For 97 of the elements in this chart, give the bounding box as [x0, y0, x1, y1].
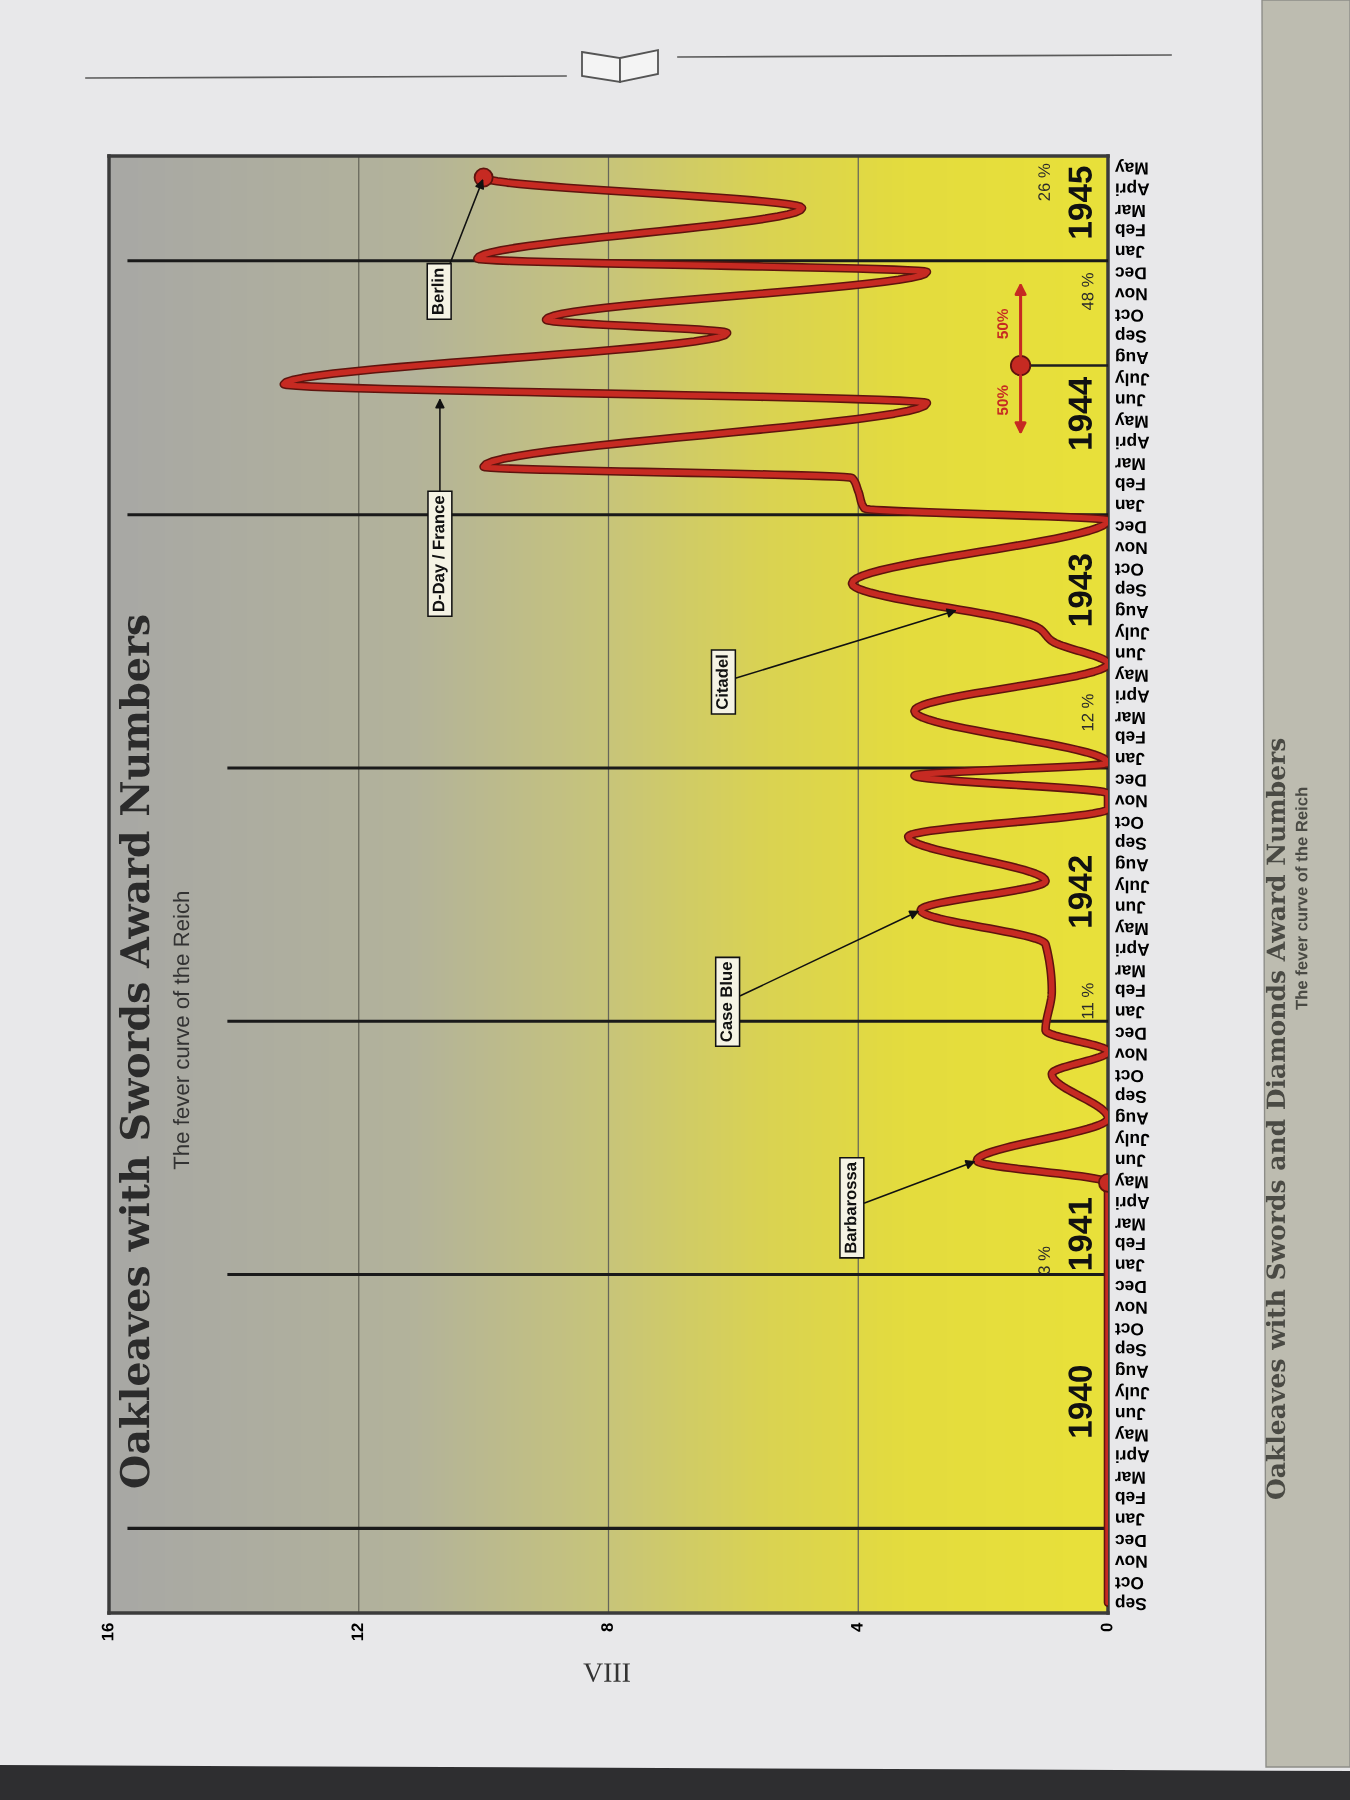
text: VIII [583, 1663, 630, 1683]
y-tick-label: Mar [1115, 965, 1145, 978]
y-tick-label: Jun [1116, 1154, 1146, 1167]
y-tick-label: Sep [1115, 326, 1147, 343]
y-tick-label: Nov [1115, 1048, 1147, 1061]
y-tick-label: Oct [1115, 1577, 1144, 1590]
y-tick-label: Jan [1116, 1259, 1145, 1272]
annotation: 50% [997, 308, 1009, 339]
y-tick-label: July [1115, 623, 1150, 641]
y-tick-label: Jun [1116, 394, 1146, 407]
text: The fever curve of the Reich [172, 892, 190, 1170]
y-tick-label: Aug [1116, 348, 1149, 365]
y-tick-label: Sep [1115, 580, 1147, 597]
y-tick-label: Mar [1115, 1471, 1145, 1484]
y-tick-label: May [1115, 159, 1148, 175]
x-tick-label: 4 [851, 1622, 863, 1632]
annotation: 1944 [1068, 376, 1092, 449]
y-tick-label: Mar [1115, 458, 1145, 471]
y-tick-label: Dec [1115, 1534, 1146, 1547]
annotation: 1945 [1068, 166, 1092, 238]
y-tick-label: Oct [1115, 309, 1144, 322]
y-tick-label: Oct [1115, 563, 1144, 576]
y-tick-label: Nov [1115, 1555, 1147, 1568]
y-tick-label: Oct [1115, 816, 1144, 829]
annotation: 1940 [1068, 1366, 1092, 1437]
annotation: 26 % [1038, 163, 1051, 201]
annotation: Barbarossa [844, 1161, 857, 1253]
y-tick-label: May [1115, 919, 1148, 935]
annotation: Citadel [715, 655, 728, 710]
y-tick-label: Sep [1115, 1087, 1147, 1104]
y-tick-label: Feb [1115, 478, 1145, 491]
y-tick-label: May [1115, 412, 1148, 428]
y-tick-label: Nov [1115, 1301, 1147, 1314]
annotation: D-Day / France [432, 495, 448, 611]
y-tick-label: Nov [1115, 795, 1147, 808]
y-tick-label: Jun [1116, 648, 1146, 661]
y-tick-label: Jun [1116, 1407, 1146, 1420]
y-tick-label: Aug [1116, 1362, 1149, 1378]
y-tick-label: July [1115, 1130, 1150, 1147]
annotation: Case Blue [719, 962, 733, 1042]
y-tick-label: Feb [1115, 731, 1145, 745]
y-tick-label: Mar [1115, 204, 1145, 217]
y-tick-label: Apri [1116, 179, 1150, 197]
y-tick-label: Dec [1115, 1027, 1146, 1040]
y-tick-label: May [1115, 1425, 1148, 1442]
y-tick-label: July [1115, 1383, 1150, 1400]
annotation: 3 % [1038, 1246, 1051, 1275]
y-tick-label: Feb [1115, 1237, 1145, 1251]
y-tick-label: Mar [1115, 711, 1145, 725]
y-tick-label: May [1115, 666, 1148, 682]
y-tick-label: Feb [1115, 224, 1145, 237]
y-tick-label: Apri [1116, 1446, 1150, 1463]
y-tick-label: Oct [1115, 1323, 1144, 1336]
y-tick-label: Oct [1115, 1069, 1144, 1083]
y-tick-label: Aug [1116, 602, 1149, 618]
y-tick-label: Apri [1116, 1193, 1150, 1210]
y-tick-label: Jan [1116, 499, 1145, 512]
x-tick-label: 16 [101, 1623, 114, 1641]
y-tick-label: Aug [1116, 855, 1149, 872]
y-tick-label: Apri [1116, 940, 1150, 957]
x-tick-label: 8 [601, 1623, 613, 1632]
y-tick-label: Jan [1116, 245, 1145, 258]
annotation: Berlin [431, 268, 444, 314]
text: Oakleaves with Swords and Diamonds Award Numbers [1265, 738, 1286, 1499]
y-tick-label: July [1115, 369, 1150, 387]
y-tick-label: Sep [1115, 834, 1147, 850]
text: The fever curve of the Reich [1295, 787, 1308, 1010]
x-tick-label: 12 [351, 1623, 364, 1641]
y-tick-label: Feb [1115, 1491, 1145, 1505]
y-tick-label: Aug [1116, 1108, 1149, 1125]
y-tick-label: May [1115, 1172, 1148, 1189]
annotation: 1943 [1068, 554, 1093, 626]
y-tick-label: Nov [1115, 288, 1147, 301]
annotation: 1941 [1068, 1198, 1092, 1270]
y-tick-label: Feb [1115, 984, 1145, 998]
y-tick-label: Sep [1115, 1340, 1147, 1357]
y-tick-label: Nov [1115, 541, 1147, 555]
y-tick-label: July [1115, 877, 1150, 894]
y-tick-label: Apri [1116, 433, 1150, 450]
annotation: 12 % [1081, 694, 1094, 731]
y-tick-label: Apri [1116, 687, 1150, 704]
annotation: 50% [997, 385, 1009, 416]
y-tick-label: Mar [1115, 1218, 1145, 1231]
y-tick-label: Jan [1116, 1513, 1145, 1526]
annotation: 1942 [1068, 856, 1092, 927]
text: Oakleaves with Swords Award Numbers [118, 615, 150, 1488]
y-tick-label: Dec [1115, 521, 1146, 534]
y-tick-label: Sep [1115, 1594, 1147, 1611]
annotation: 11 % [1081, 983, 1094, 1019]
y-tick-label: Jun [1116, 901, 1146, 914]
y-tick-label: Jan [1116, 1006, 1145, 1019]
y-tick-label: Dec [1115, 267, 1146, 280]
x-tick-label: 0 [1100, 1623, 1113, 1632]
y-tick-label: Dec [1115, 1280, 1146, 1293]
annotation: 48 % [1081, 273, 1094, 311]
y-tick-label: Dec [1115, 774, 1146, 787]
y-tick-label: Jan [1116, 752, 1145, 765]
